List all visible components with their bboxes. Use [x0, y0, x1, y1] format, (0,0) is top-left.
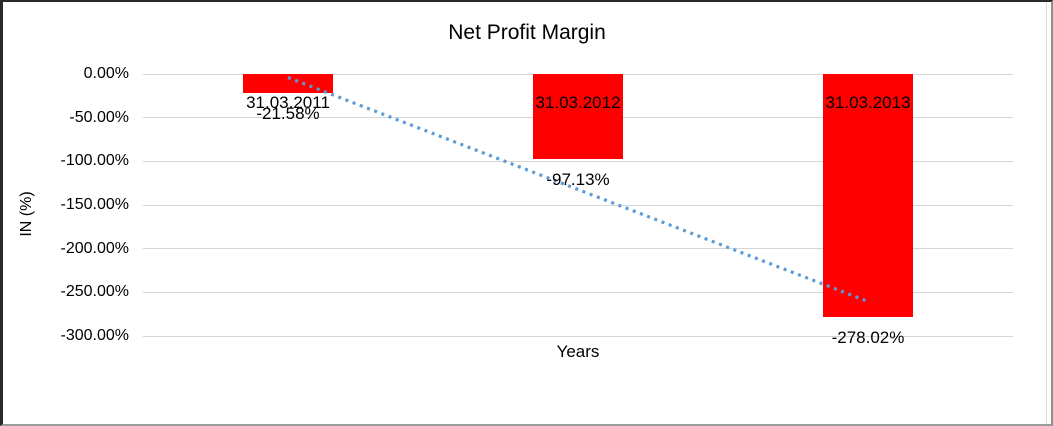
- y-axis-tick-label: -300.00%: [60, 327, 130, 344]
- chart-inner-edge: [1046, 2, 1047, 424]
- plot-area: [143, 73, 1013, 337]
- data-label: -278.02%: [831, 328, 905, 347]
- category-label: 31.03.2011: [246, 93, 330, 112]
- y-axis-title: IN (%): [18, 191, 35, 237]
- bar-31.03.2011: [243, 74, 333, 93]
- data-label: -21.58%: [256, 104, 320, 123]
- x-axis-title: Years: [556, 342, 600, 361]
- category-label: 31.03.2012: [535, 93, 621, 112]
- y-axis-tick-label: -200.00%: [60, 239, 130, 257]
- y-axis-tick-label: -150.00%: [60, 196, 130, 213]
- y-axis-tick-label: -250.00%: [60, 283, 130, 301]
- bar-31.03.2012: [533, 74, 623, 159]
- category-label: 31.03.2013: [825, 93, 911, 112]
- y-axis-tick-label: -50.00%: [69, 108, 129, 126]
- gridline: [143, 335, 1013, 337]
- chart-title: Net Profit Margin: [448, 21, 606, 44]
- y-axis-tick-label: 0.00%: [83, 65, 129, 82]
- data-label: -97.13%: [546, 170, 610, 189]
- y-axis-tick-label: -100.00%: [60, 152, 130, 170]
